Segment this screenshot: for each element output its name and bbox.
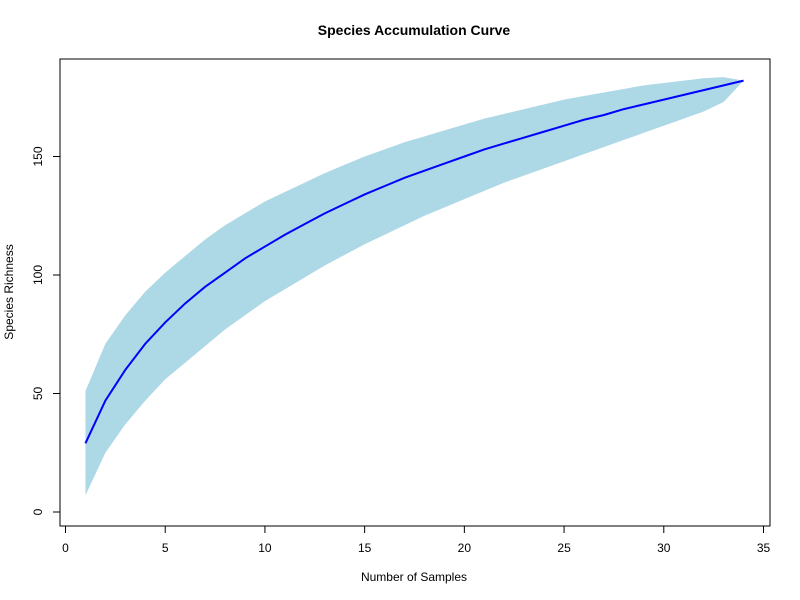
y-axis-label: Species Richness — [2, 244, 16, 339]
y-tick-label: 150 — [31, 146, 45, 166]
y-tick-label: 100 — [31, 265, 45, 285]
y-tick-label: 0 — [31, 508, 45, 515]
x-tick-label: 20 — [458, 541, 472, 555]
x-tick-label: 35 — [757, 541, 771, 555]
x-tick-label: 15 — [358, 541, 372, 555]
x-tick-label: 10 — [258, 541, 272, 555]
x-axis-label: Number of Samples — [361, 570, 467, 584]
x-tick-label: 0 — [62, 541, 69, 555]
x-tick-label: 25 — [557, 541, 571, 555]
x-axis: 0 5 10 15 20 25 30 35 — [62, 525, 771, 555]
y-tick-label: 50 — [31, 387, 45, 401]
richness-line — [84, 79, 744, 444]
chart-title: Species Accumulation Curve — [318, 22, 511, 38]
x-tick-label: 5 — [162, 541, 169, 555]
y-axis: 0 50 100 150 — [31, 146, 61, 515]
x-tick-label: 30 — [657, 541, 671, 555]
confidence-band — [85, 77, 744, 496]
